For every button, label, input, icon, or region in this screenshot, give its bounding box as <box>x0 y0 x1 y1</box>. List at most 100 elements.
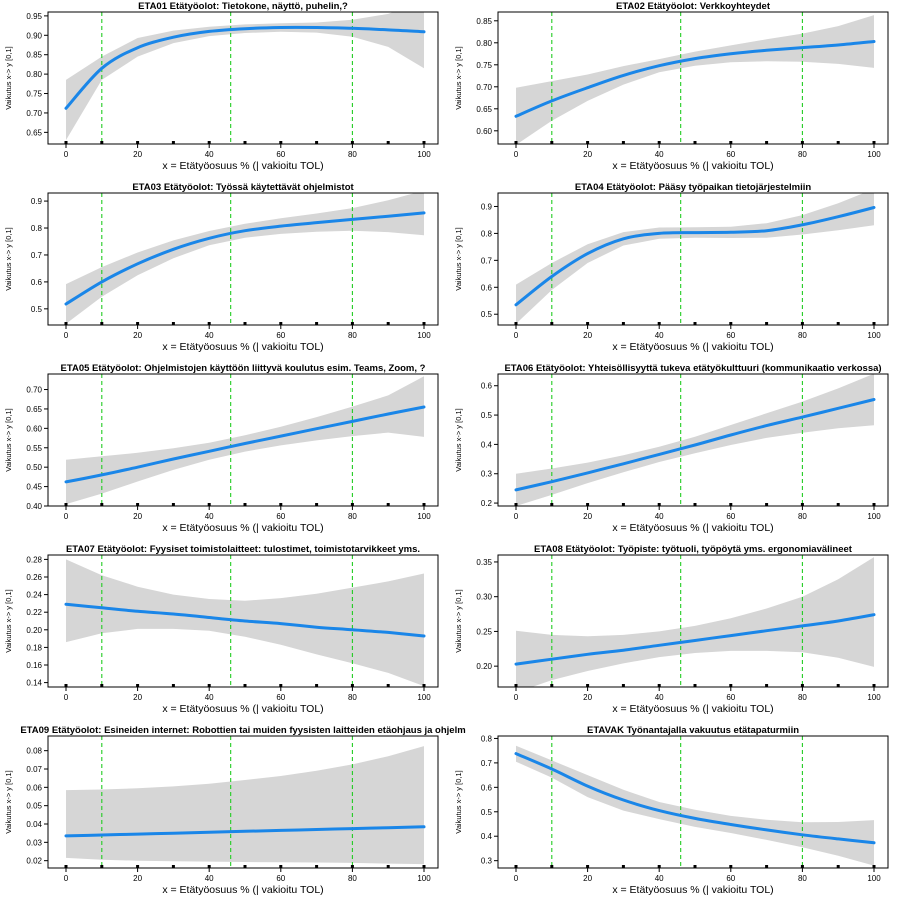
y-tick-label: 0.95 <box>26 12 42 21</box>
confidence-band <box>66 376 424 505</box>
y-axis-label: Vaikutus x-> y [0,1] <box>454 46 463 109</box>
y-tick-label: 0.08 <box>26 747 42 756</box>
y-tick-label: 0.02 <box>26 857 42 866</box>
y-tick-label: 0.30 <box>476 593 492 602</box>
x-tick-label: 80 <box>798 512 807 521</box>
panel-title: ETA01 Etätyöolot: Tietokone, näyttö, puh… <box>138 1 348 12</box>
x-tick-label: 80 <box>348 150 357 159</box>
y-tick-label: 0.6 <box>481 283 493 292</box>
x-tick-label: 20 <box>133 150 142 159</box>
plot-area <box>514 736 876 868</box>
fitted-line <box>514 40 876 118</box>
y-tick-label: 0.20 <box>26 626 42 635</box>
y-axis-label: Vaikutus x-> y [0,1] <box>4 227 13 290</box>
x-tick-label: 80 <box>348 331 357 340</box>
y-tick-label: 0.45 <box>26 483 42 492</box>
x-tick-label: 60 <box>276 512 285 521</box>
x-tick-label: 80 <box>348 693 357 702</box>
y-tick-label: 0.26 <box>26 573 42 582</box>
x-tick-label: 0 <box>64 693 69 702</box>
y-tick-label: 0.80 <box>476 39 492 48</box>
y-tick-label: 0.5 <box>31 305 43 314</box>
x-tick-label: 40 <box>655 512 664 521</box>
plot-frame <box>497 192 889 326</box>
y-tick-label: 0.60 <box>476 127 492 136</box>
y-axis-label: Vaikutus x-> y [0,1] <box>4 408 13 471</box>
x-tick-label: 100 <box>417 512 431 521</box>
y-tick-label: 0.35 <box>476 558 492 567</box>
fitted-line <box>64 211 426 306</box>
x-tick-label: 20 <box>133 512 142 521</box>
y-tick-label: 0.8 <box>481 229 493 238</box>
x-tick-label: 60 <box>726 331 735 340</box>
x-axis-label: x = Etätyöosuus % (| vakioitu TOL) <box>162 703 323 715</box>
y-tick-label: 0.55 <box>26 444 42 453</box>
x-tick-label: 100 <box>417 331 431 340</box>
x-tick-label: 0 <box>64 874 69 883</box>
plot-frame <box>47 373 439 507</box>
x-axis-label: x = Etätyöosuus % (| vakioitu TOL) <box>162 884 323 896</box>
x-tick-label: 40 <box>205 874 214 883</box>
x-tick-label: 40 <box>655 874 664 883</box>
confidence-band <box>66 12 424 141</box>
y-tick-label: 0.65 <box>26 405 42 414</box>
plot-area <box>64 374 426 506</box>
x-tick-label: 100 <box>867 150 881 159</box>
y-tick-label: 0.2 <box>481 499 493 508</box>
y-tick-label: 0.6 <box>31 278 43 287</box>
y-tick-label: 0.70 <box>26 109 42 118</box>
x-tick-label: 100 <box>417 150 431 159</box>
panel-title: ETA04 Etätyöolot: Pääsy työpaikan tietoj… <box>575 182 812 193</box>
x-tick-label: 20 <box>583 331 592 340</box>
panel-title: ETAVAK Työnantajalla vakuutus etätapatur… <box>587 725 799 736</box>
x-tick-label: 100 <box>867 331 881 340</box>
x-tick-label: 0 <box>514 150 519 159</box>
x-tick-label: 40 <box>655 693 664 702</box>
x-tick-label: 80 <box>348 512 357 521</box>
panel-title: ETA03 Etätyöolot: Työssä käytettävät ohj… <box>132 182 354 193</box>
y-tick-label: 0.6 <box>481 783 493 792</box>
y-tick-label: 0.85 <box>476 17 492 26</box>
plot-area <box>64 12 426 144</box>
x-axis-label: x = Etätyöosuus % (| vakioitu TOL) <box>162 522 323 534</box>
x-tick-label: 100 <box>867 693 881 702</box>
x-axis-label: x = Etätyöosuus % (| vakioitu TOL) <box>162 160 323 172</box>
panel-4: ETA04 Etätyöolot: Pääsy työpaikan tietoj… <box>454 182 889 353</box>
y-tick-label: 0.24 <box>26 591 42 600</box>
x-tick-label: 80 <box>798 331 807 340</box>
fitted-line <box>64 405 426 484</box>
y-tick-label: 0.70 <box>476 83 492 92</box>
panel-title: ETA07 Etätyöolot: Fyysiset toimistolaitt… <box>66 544 420 555</box>
x-tick-label: 80 <box>798 874 807 883</box>
y-tick-label: 0.20 <box>476 662 492 671</box>
x-tick-label: 80 <box>798 693 807 702</box>
panel-1: ETA01 Etätyöolot: Tietokone, näyttö, puh… <box>4 1 439 172</box>
plot-frame <box>497 554 889 688</box>
confidence-band <box>516 745 874 866</box>
y-tick-label: 0.04 <box>26 820 42 829</box>
y-tick-label: 0.80 <box>26 70 42 79</box>
y-tick-label: 0.14 <box>26 679 42 688</box>
y-tick-label: 0.7 <box>481 256 493 265</box>
x-tick-label: 20 <box>583 150 592 159</box>
confidence-band <box>66 746 424 865</box>
plot-frame <box>497 735 889 869</box>
x-tick-label: 0 <box>64 150 69 159</box>
y-tick-label: 0.70 <box>26 386 42 395</box>
panel-title: ETA08 Etätyöolot: Työpiste: työtuoli, ty… <box>534 544 853 555</box>
x-tick-label: 40 <box>655 150 664 159</box>
x-tick-label: 40 <box>205 331 214 340</box>
confidence-band <box>66 559 424 687</box>
x-tick-label: 60 <box>276 693 285 702</box>
x-tick-label: 20 <box>583 512 592 521</box>
x-axis-label: x = Etätyöosuus % (| vakioitu TOL) <box>162 341 323 353</box>
y-tick-label: 0.85 <box>26 51 42 60</box>
panel-2: ETA02 Etätyöolot: Verkkoyhteydet 0 20 40 60 8… <box>454 1 889 172</box>
y-tick-label: 0.90 <box>26 31 42 40</box>
x-axis-label: x = Etätyöosuus % (| vakioitu TOL) <box>612 703 773 715</box>
y-axis-label: Vaikutus x-> y [0,1] <box>454 770 463 833</box>
y-tick-label: 0.03 <box>26 838 42 847</box>
plot-frame <box>47 11 439 145</box>
panel-title: ETA02 Etätyöolot: Verkkoyhteydet <box>616 1 771 12</box>
